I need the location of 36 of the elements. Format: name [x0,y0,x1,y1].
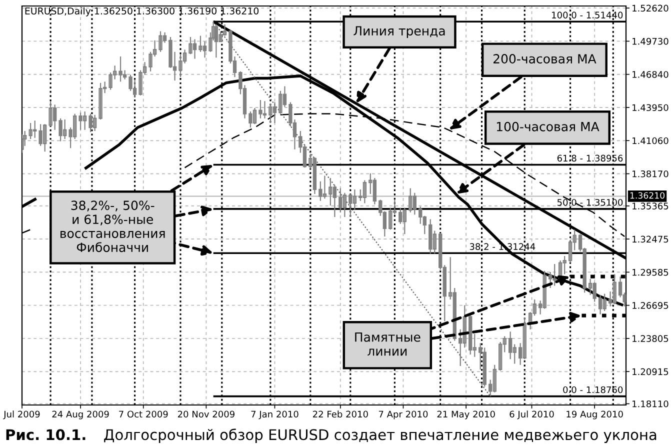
x-tick-label: 7 Oct 2009 [119,410,168,418]
y-tick-label: 1.20915 [632,368,668,376]
annotation: 100-часовая MA [496,122,600,132]
y-tick-label: 1.18110 [632,400,668,408]
annotation: 38,2%-, 50%- и 61,8%-ные восстановления Фибоначчи [60,200,165,252]
y-tick-label: 1.49730 [632,38,668,45]
y-tick-label: 1.46840 [632,71,668,78]
annotation: 200-часовая MA [493,54,596,64]
text: Рис. 10.1. [6,429,86,440]
annotation: Памятные линии [355,332,420,356]
y-tick-label: 1.29585 [632,268,668,276]
x-tick-label: 7 Jan 2010 [251,410,298,420]
x-tick-label: 20 Nov 2009 [178,410,234,418]
y-tick-label: 1.23805 [632,335,668,342]
annotation: Линия тренда [354,26,445,38]
x-tick-label: 21 May 2010 [437,410,495,420]
y-tick-label: 1.26695 [632,302,668,309]
y-tick-label: 1.35365 [632,202,668,210]
x-tick-label: 6 Jul 2010 [510,410,554,420]
x-tick-label: 7 Apr 2010 [378,410,428,420]
series-label: 0.0 - 1.18760 [563,386,623,394]
y-tick-label: 1.52620 [632,4,668,12]
ref-line-label: 1.36210 [630,192,665,199]
x-tick-label: 19 Aug 2010 [566,410,623,420]
y-tick-label: 1.41060 [632,137,668,144]
chart-title: EURUSD,Daily 1.36250 1.36300 1.36190 1.36210 [25,7,259,16]
x-tick-label: 24 Aug 2009 [52,410,109,420]
text: Долгосрочный обзор EURUSD создает впечатление медвежьего уклона [104,428,656,443]
y-tick-label: 1.32475 [632,236,668,243]
x-tick-label: Jul 2009 [3,410,40,420]
x-tick-label: 22 Feb 2010 [312,410,368,418]
legend-label: 50.0 - 1.35100 [557,198,623,206]
y-tick-label: 1.38170 [632,170,668,178]
series-label: 61.8 - 1.38956 [557,154,623,162]
series-label: 100.0 - 1.51440 [552,12,623,18]
y-tick-label: 1.43950 [632,104,668,112]
